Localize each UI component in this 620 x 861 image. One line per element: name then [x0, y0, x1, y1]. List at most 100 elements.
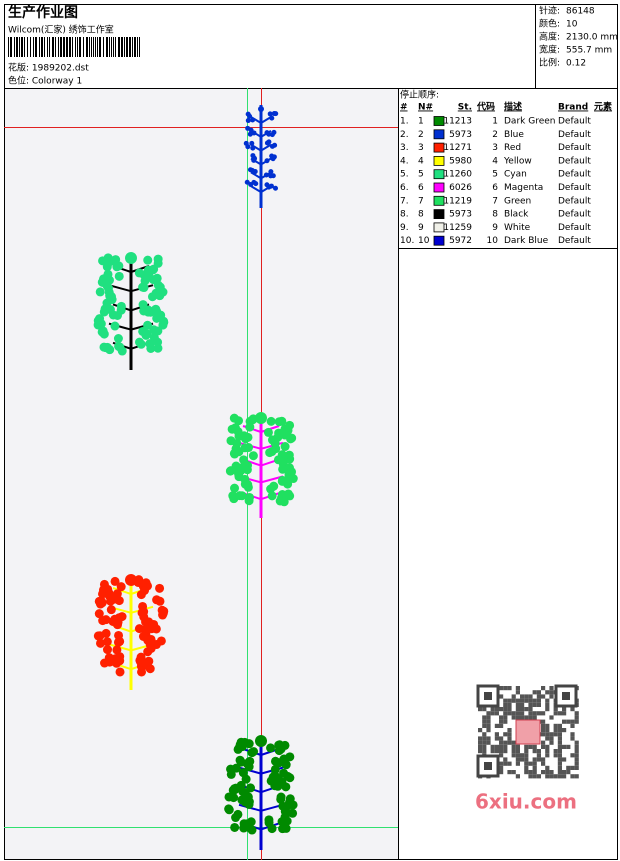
qr-cell [499, 707, 504, 712]
color-swatch [433, 155, 445, 166]
qr-cell [536, 749, 541, 754]
leaf [281, 823, 291, 833]
leaf [148, 265, 158, 275]
leaf [277, 416, 287, 426]
qr-cell [478, 749, 483, 754]
barcode-bar [30, 37, 31, 57]
leaf [236, 780, 246, 790]
qr-cell [511, 744, 516, 749]
qr-cell [507, 761, 512, 766]
barcode-bar [113, 37, 114, 57]
barcode-bar [27, 37, 28, 57]
qr-cell [515, 715, 520, 720]
barcode-bar [44, 37, 45, 57]
qr-cell [532, 774, 537, 779]
qr-cell [574, 757, 579, 762]
row-index: 7. [400, 196, 409, 206]
leaf [268, 169, 274, 175]
leaf [116, 582, 126, 592]
qr-cell [536, 702, 541, 707]
qr-cell [553, 732, 558, 737]
qr-cell [520, 757, 525, 762]
stat-label: 宽度: [539, 44, 560, 56]
qr-cell [570, 723, 575, 728]
stat-value: 0.12 [566, 59, 586, 69]
table-header: # [400, 103, 408, 113]
leaf [263, 427, 273, 437]
qr-cell [503, 757, 508, 762]
qr-cell [536, 690, 541, 695]
qr-cell [499, 715, 504, 720]
leaf [140, 585, 150, 595]
qr-cell [524, 757, 529, 762]
row-needle: 3 [418, 143, 424, 153]
qr-cell [562, 774, 567, 779]
leaf [248, 451, 258, 461]
row-stitches: 6026 [449, 183, 472, 193]
barcode-bar [106, 37, 108, 57]
row-needle: 7 [418, 196, 424, 206]
leaf [269, 115, 275, 121]
qr-cell [515, 698, 520, 703]
row-stitches: 11259 [443, 223, 472, 233]
qr-cell [562, 728, 567, 733]
leaf [95, 287, 105, 297]
qr-cell [557, 732, 562, 737]
leaf [255, 412, 267, 424]
qr-cell [520, 715, 525, 720]
qr-cell [524, 765, 529, 770]
qr-cell [574, 765, 579, 770]
row-desc: Black [504, 210, 529, 220]
leaf [156, 636, 166, 646]
qr-cell [541, 711, 546, 716]
qr-cell [574, 774, 579, 779]
row-needle: 10 [418, 236, 430, 246]
qr-cell [528, 694, 533, 699]
qr-cell [520, 711, 525, 716]
qr-cell [566, 744, 571, 749]
leaf [270, 173, 276, 179]
color-swatch [433, 116, 445, 126]
row-stitches: 11271 [443, 143, 472, 153]
leaf [270, 764, 280, 774]
qr-cell [532, 757, 537, 762]
leaf [266, 416, 276, 426]
row-stitches: 5972 [449, 236, 472, 246]
qr-cell [545, 744, 550, 749]
leaf [271, 111, 277, 117]
qr-cell [482, 723, 487, 728]
table-header: 代码 [476, 101, 495, 113]
qr-cell [566, 770, 571, 775]
leaf [138, 300, 148, 310]
leaf [279, 497, 289, 507]
leaf [153, 280, 163, 290]
qr-cell [562, 770, 567, 775]
row-stitches: 5973 [449, 130, 472, 140]
qr-cell [507, 707, 512, 712]
barcode-bar [77, 37, 78, 57]
leaf [241, 774, 251, 784]
leaf [110, 576, 120, 586]
leaf [280, 442, 290, 452]
qr-cell [511, 711, 516, 716]
design-file: 花版: 1989202.dst [8, 62, 89, 74]
qr-cell [515, 690, 520, 695]
qr-cell [536, 753, 541, 758]
qr-cell [520, 753, 525, 758]
row-code: 5 [492, 170, 498, 180]
leaf [155, 291, 165, 301]
barcode-bar [8, 37, 9, 57]
qr-cell [557, 761, 562, 766]
leaf [146, 634, 156, 644]
leaf [158, 320, 168, 330]
barcode-bar [63, 37, 65, 57]
leaf [247, 167, 253, 173]
qr-cell [524, 744, 529, 749]
qr-cell [494, 723, 499, 728]
qr-cell [499, 686, 504, 691]
row-needle: 6 [418, 183, 424, 193]
qr-cell [482, 740, 487, 745]
qr-cell [520, 707, 525, 712]
table-header: St. [458, 103, 472, 113]
